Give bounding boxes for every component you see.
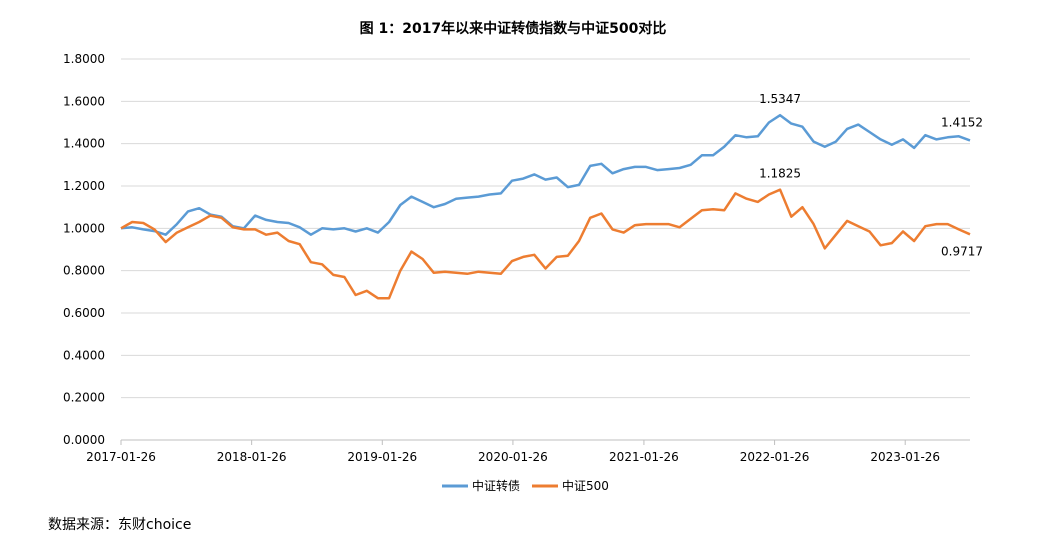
y-tick-label: 0.0000: [63, 433, 105, 447]
legend: 中证转债 中证500: [442, 478, 609, 493]
y-tick-label: 1.0000: [63, 221, 105, 235]
chart-title: 图 1：2017年以来中证转债指数与中证500对比: [360, 20, 667, 37]
y-tick-label: 0.4000: [63, 348, 105, 362]
y-tick-label: 1.2000: [63, 179, 105, 193]
annotations: 1.5347 1.4152 1.1825 0.9717: [759, 92, 983, 258]
data-label: 1.4152: [941, 115, 983, 129]
grid: [121, 58, 970, 399]
x-tick-label: 2017-01-26: [86, 450, 156, 464]
y-tick-label: 1.8000: [63, 52, 105, 66]
x-tick-label: 2020-01-26: [478, 450, 548, 464]
x-axis: 2017-01-26 2018-01-26 2019-01-26 2020-01-26…: [86, 439, 970, 464]
data-label: 1.1825: [759, 167, 801, 181]
data-label: 0.9717: [941, 244, 983, 258]
source-note: 数据来源：东财choice: [48, 517, 192, 533]
y-tick-label: 1.4000: [63, 137, 105, 151]
y-tick-label: 0.6000: [63, 306, 105, 320]
legend-label: 中证500: [562, 478, 609, 493]
x-tick-label: 2019-01-26: [347, 450, 417, 464]
series-line-中证转债: [120, 113, 971, 236]
x-tick-label: 2022-01-26: [740, 450, 810, 464]
plot-area: [120, 113, 971, 300]
data-label: 1.5347: [759, 92, 801, 106]
legend-label: 中证转债: [472, 478, 520, 493]
y-tick-label: 0.2000: [63, 391, 105, 405]
x-tick-label: 2023-01-26: [870, 450, 940, 464]
x-tick-label: 2018-01-26: [217, 450, 287, 464]
series-line-中证500: [120, 188, 971, 300]
y-axis: 0.0000 0.2000 0.4000 0.6000 0.8000 1.0000 1.20…: [63, 52, 105, 447]
x-tick-label: 2021-01-26: [609, 450, 679, 464]
y-tick-label: 0.8000: [63, 264, 105, 278]
y-tick-label: 1.6000: [63, 94, 105, 108]
